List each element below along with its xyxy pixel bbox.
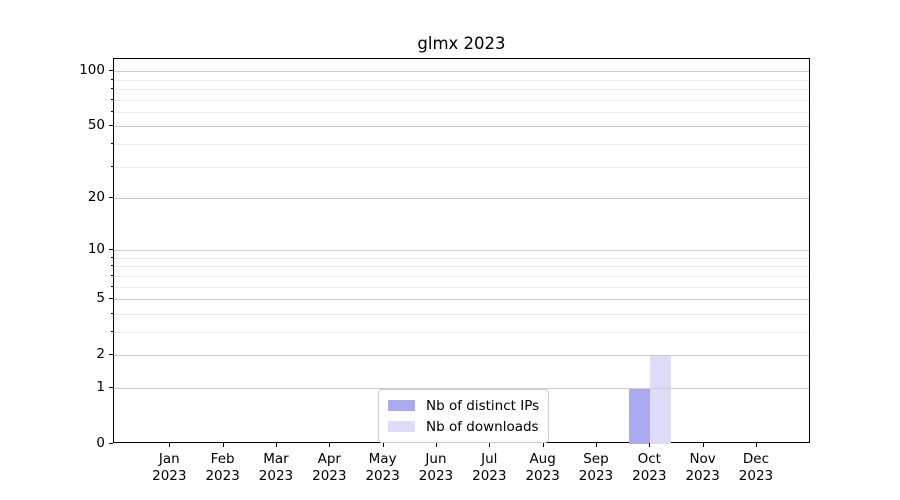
y-tick-minor	[110, 285, 113, 287]
legend-label: Nb of distinct IPs	[426, 397, 540, 414]
bar-oct-ips	[629, 387, 651, 444]
legend: Nb of distinct IPs Nb of downloads	[378, 389, 550, 443]
y-tick-label: 0	[96, 435, 105, 451]
x-tick-label-jun: Jun 2023	[418, 451, 454, 484]
gridline-major	[114, 355, 809, 357]
y-tick-label: 5	[96, 290, 105, 307]
x-tick	[382, 443, 384, 447]
x-tick	[702, 443, 704, 447]
y-tick-label: 50	[87, 117, 105, 134]
gridline-major	[114, 126, 809, 128]
y-tick	[109, 249, 113, 251]
y-tick-minor	[110, 110, 113, 112]
y-tick-minor	[110, 256, 113, 258]
x-tick	[169, 443, 171, 447]
x-tick-label-apr: Apr 2023	[312, 451, 347, 484]
gridline-minor	[114, 275, 809, 277]
gridline-minor	[114, 111, 809, 113]
y-tick-label: 100	[79, 62, 105, 79]
legend-swatch	[388, 400, 415, 411]
y-tick	[109, 354, 113, 356]
gridline-major	[114, 387, 809, 389]
x-tick	[275, 443, 277, 447]
gridline-major	[114, 299, 809, 301]
y-tick-label: 10	[87, 241, 105, 258]
y-tick	[109, 125, 113, 127]
x-tick	[755, 443, 757, 447]
y-tick	[109, 197, 113, 198]
gridline-minor	[114, 313, 809, 315]
x-tick-label-jul: Jul 2023	[472, 451, 507, 484]
x-tick	[595, 443, 597, 447]
y-tick	[109, 298, 113, 300]
y-tick-minor	[110, 265, 113, 267]
gridline-minor	[114, 266, 809, 268]
y-tick-minor	[110, 330, 113, 332]
bar-oct-downloads	[650, 355, 672, 444]
gridline-minor	[114, 143, 809, 145]
x-tick-label-jan: Jan 2023	[152, 451, 187, 484]
y-tick-label: 20	[87, 189, 105, 205]
gridline-minor	[114, 331, 809, 333]
x-tick	[542, 443, 544, 447]
x-tick-label-oct: Oct 2023	[632, 451, 667, 484]
x-tick-label-dec: Dec 2023	[738, 451, 774, 484]
y-tick-minor	[110, 165, 113, 167]
gridline-major	[114, 198, 809, 199]
gridline-minor	[114, 88, 809, 90]
legend-swatch	[388, 421, 415, 432]
gridline-major	[114, 250, 809, 252]
gridline-minor	[114, 79, 809, 81]
legend-label: Nb of downloads	[426, 418, 539, 435]
gridline-minor	[114, 257, 809, 259]
y-tick	[109, 443, 113, 444]
x-tick-label-sep: Sep 2023	[578, 451, 614, 484]
y-tick-label: 2	[96, 346, 105, 363]
gridline-minor	[114, 166, 809, 168]
legend-item: Nb of distinct IPs	[388, 395, 539, 416]
x-tick-label-aug: Aug 2023	[525, 451, 560, 484]
x-tick-label-nov: Nov 2023	[685, 451, 720, 484]
x-tick	[649, 443, 651, 447]
y-tick	[109, 70, 113, 72]
y-tick-label: 1	[96, 378, 105, 395]
gridline-major	[114, 71, 809, 73]
y-tick-minor	[110, 274, 113, 276]
chart-title: glmx 2023	[417, 34, 506, 53]
y-tick-minor	[110, 142, 113, 144]
y-tick-minor	[110, 312, 113, 314]
legend-item: Nb of downloads	[388, 416, 539, 437]
gridline-minor	[114, 99, 809, 101]
x-tick	[222, 443, 224, 447]
plot-area	[113, 58, 810, 444]
x-tick-label-may: May 2023	[365, 451, 400, 484]
x-tick-label-feb: Feb 2023	[205, 451, 240, 484]
x-tick	[435, 443, 437, 447]
x-tick-label-mar: Mar 2023	[258, 451, 294, 484]
y-tick-minor	[110, 78, 113, 80]
x-tick	[329, 443, 331, 447]
gridline-minor	[114, 286, 809, 288]
y-tick	[109, 386, 113, 388]
x-tick	[489, 443, 491, 447]
y-tick-minor	[110, 87, 113, 89]
y-tick-minor	[110, 98, 113, 100]
